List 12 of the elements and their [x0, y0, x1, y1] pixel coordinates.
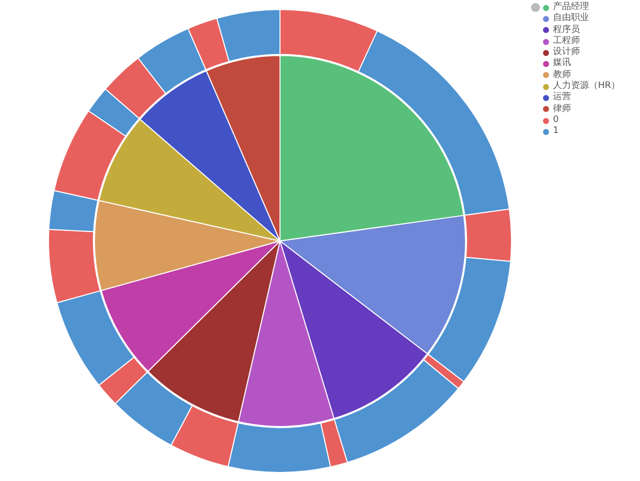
legend-label: 产品经理 — [553, 2, 589, 12]
legend-label: 0 — [553, 115, 559, 126]
legend-label: 教师 — [553, 70, 571, 80]
legend-label: 设计师 — [553, 47, 580, 58]
legend-label: 程序员 — [553, 24, 580, 36]
legend-label: 自由职业 — [553, 13, 589, 24]
legend-label: 工程师 — [553, 36, 580, 46]
legend-label: 1 — [553, 126, 559, 138]
legend-label: 律师 — [553, 104, 571, 115]
legend-label: 人力资源（HR） — [553, 81, 620, 92]
legend-label: 媒讯 — [553, 58, 571, 70]
legend-label: 运营 — [553, 92, 571, 104]
